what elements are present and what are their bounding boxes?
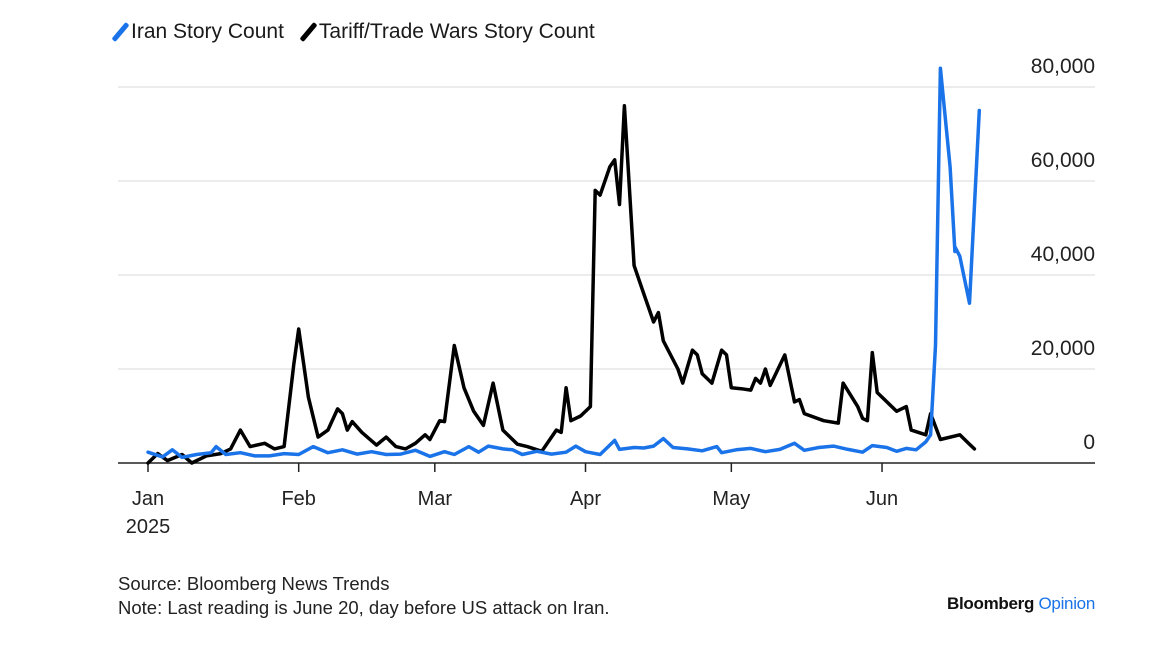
gridlines — [118, 86, 1095, 370]
series-lines — [146, 66, 982, 465]
y-tick-label-20000: 20,000 — [1031, 337, 1095, 360]
x-tick-sublabel-year: 2025 — [126, 516, 171, 538]
brand-name: Bloomberg — [947, 594, 1035, 613]
y-tick-label-0: 0 — [1083, 431, 1095, 454]
legend-item-tariff: Tariff/Trade Wars Story Count — [299, 20, 595, 44]
x-tick-label-mar: Mar — [418, 488, 453, 510]
brand-logo: Bloomberg Opinion — [947, 594, 1095, 614]
y-tick-label-80000: 80,000 — [1031, 55, 1095, 78]
x-tick-label-apr: Apr — [570, 488, 601, 510]
line-chart: 0 20,000 40,000 60,000 80,000 Jan 2025 Feb Mar A… — [118, 55, 1095, 538]
legend-item-iran: Iran Story Count — [111, 20, 284, 44]
chart-footnote: Source: Bloomberg News Trends Note: Last… — [118, 572, 610, 620]
series-line-tariff-trade-wars-story-count — [146, 104, 977, 465]
y-tick-label-40000: 40,000 — [1031, 243, 1095, 266]
y-axis-ticks: 0 20,000 40,000 60,000 80,000 — [1031, 55, 1095, 454]
x-axis: Jan 2025 Feb Mar Apr May Jun — [118, 462, 1095, 538]
source-text: Source: Bloomberg News Trends — [118, 573, 390, 594]
legend-label-iran: Iran Story Count — [131, 20, 284, 43]
x-tick-label-jun: Jun — [866, 488, 898, 510]
y-tick-label-60000: 60,000 — [1031, 149, 1095, 172]
chart-legend: Iran Story Count Tariff/Trade Wars Story… — [111, 20, 595, 44]
x-tick-label-jan: Jan — [132, 488, 164, 510]
x-tick-label-may: May — [712, 488, 750, 510]
series-line-iran-story-count — [146, 66, 982, 460]
note-text: Note: Last reading is June 20, day befor… — [118, 597, 610, 618]
x-tick-label-feb: Feb — [281, 488, 315, 510]
legend-label-tariff: Tariff/Trade Wars Story Count — [318, 20, 595, 43]
brand-suffix: Opinion — [1038, 594, 1096, 613]
